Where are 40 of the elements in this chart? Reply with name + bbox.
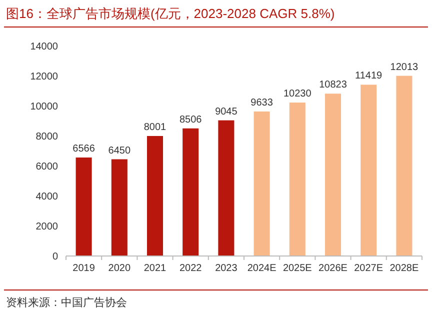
data-label: 6450 xyxy=(108,145,131,156)
data-label: 8001 xyxy=(144,122,167,133)
chart-title: 图16：全球广告市场规模(亿元，2023-2028 CAGR 5.8%) xyxy=(6,6,335,21)
y-tick-label: 12000 xyxy=(30,72,58,82)
y-tick-label: 10000 xyxy=(30,102,58,112)
bar xyxy=(396,76,412,256)
data-label: 9633 xyxy=(250,98,274,109)
x-tick-label: 2020 xyxy=(108,263,131,274)
x-tick-label: 2024E xyxy=(247,263,277,274)
y-tick-label: 14000 xyxy=(30,42,58,52)
y-tick-label: 4000 xyxy=(36,192,58,202)
data-label: 10823 xyxy=(319,80,348,91)
y-tick-label: 6000 xyxy=(36,162,58,172)
bar xyxy=(146,136,164,256)
x-tick-label: 2022 xyxy=(179,263,202,274)
data-label: 11419 xyxy=(355,70,383,82)
data-label: 12013 xyxy=(390,62,419,73)
x-tick-label: 2025E xyxy=(282,263,312,274)
y-tick-label: 8000 xyxy=(36,132,58,142)
x-tick-label: 2023 xyxy=(215,263,238,274)
data-label: 6566 xyxy=(72,144,96,155)
y-tick-label: 2000 xyxy=(36,222,58,232)
bar xyxy=(324,94,342,256)
data-label: 10230 xyxy=(283,88,312,100)
bar xyxy=(76,158,92,256)
x-tick-label: 2028E xyxy=(390,263,419,274)
x-tick-label: 2027E xyxy=(354,263,384,274)
y-tick-label: 0 xyxy=(52,252,58,262)
data-label: 9045 xyxy=(215,106,238,118)
text: 资料来源：中国广告协会 xyxy=(6,296,127,309)
bar xyxy=(360,84,377,256)
bar xyxy=(182,128,199,256)
bar xyxy=(218,120,234,256)
x-tick-label: 2019 xyxy=(72,263,96,274)
bar xyxy=(289,102,306,256)
x-tick-label: 2026E xyxy=(318,263,348,274)
bar xyxy=(254,112,270,256)
x-tick-label: 2021 xyxy=(144,263,167,274)
bar xyxy=(111,159,128,256)
data-label: 8506 xyxy=(179,114,202,126)
